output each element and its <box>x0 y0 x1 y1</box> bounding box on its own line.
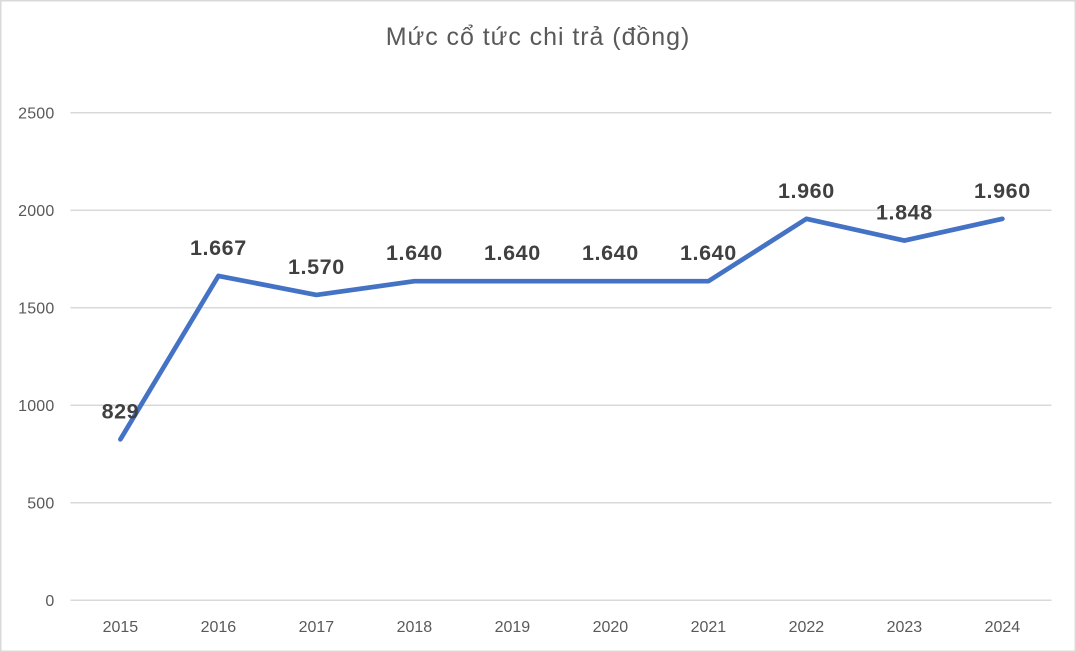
svg-text:2018: 2018 <box>397 619 433 636</box>
svg-text:1.570: 1.570 <box>288 255 345 279</box>
svg-text:829: 829 <box>102 399 140 423</box>
svg-text:2019: 2019 <box>495 619 531 636</box>
svg-text:1.640: 1.640 <box>582 241 639 265</box>
svg-text:2023: 2023 <box>887 619 923 636</box>
svg-text:1500: 1500 <box>18 301 54 318</box>
svg-text:2016: 2016 <box>201 619 237 636</box>
svg-text:2017: 2017 <box>299 619 335 636</box>
svg-text:1.640: 1.640 <box>484 241 541 265</box>
svg-text:2500: 2500 <box>18 106 54 123</box>
svg-text:2021: 2021 <box>691 619 727 636</box>
svg-text:500: 500 <box>27 496 54 513</box>
svg-text:1000: 1000 <box>18 398 54 415</box>
svg-text:Mức cổ tức chi trả (đồng): Mức cổ tức chi trả (đồng) <box>386 23 691 51</box>
svg-text:2022: 2022 <box>789 619 825 636</box>
svg-text:1.848: 1.848 <box>876 201 933 225</box>
svg-text:1.640: 1.640 <box>680 241 737 265</box>
svg-text:2000: 2000 <box>18 203 54 220</box>
svg-text:1.960: 1.960 <box>778 179 835 203</box>
svg-text:2015: 2015 <box>103 619 139 636</box>
svg-text:0: 0 <box>45 593 54 610</box>
svg-text:1.667: 1.667 <box>190 236 247 260</box>
svg-text:2024: 2024 <box>985 619 1021 636</box>
svg-text:2020: 2020 <box>593 619 629 636</box>
svg-text:1.640: 1.640 <box>386 241 443 265</box>
svg-text:1.960: 1.960 <box>974 179 1031 203</box>
